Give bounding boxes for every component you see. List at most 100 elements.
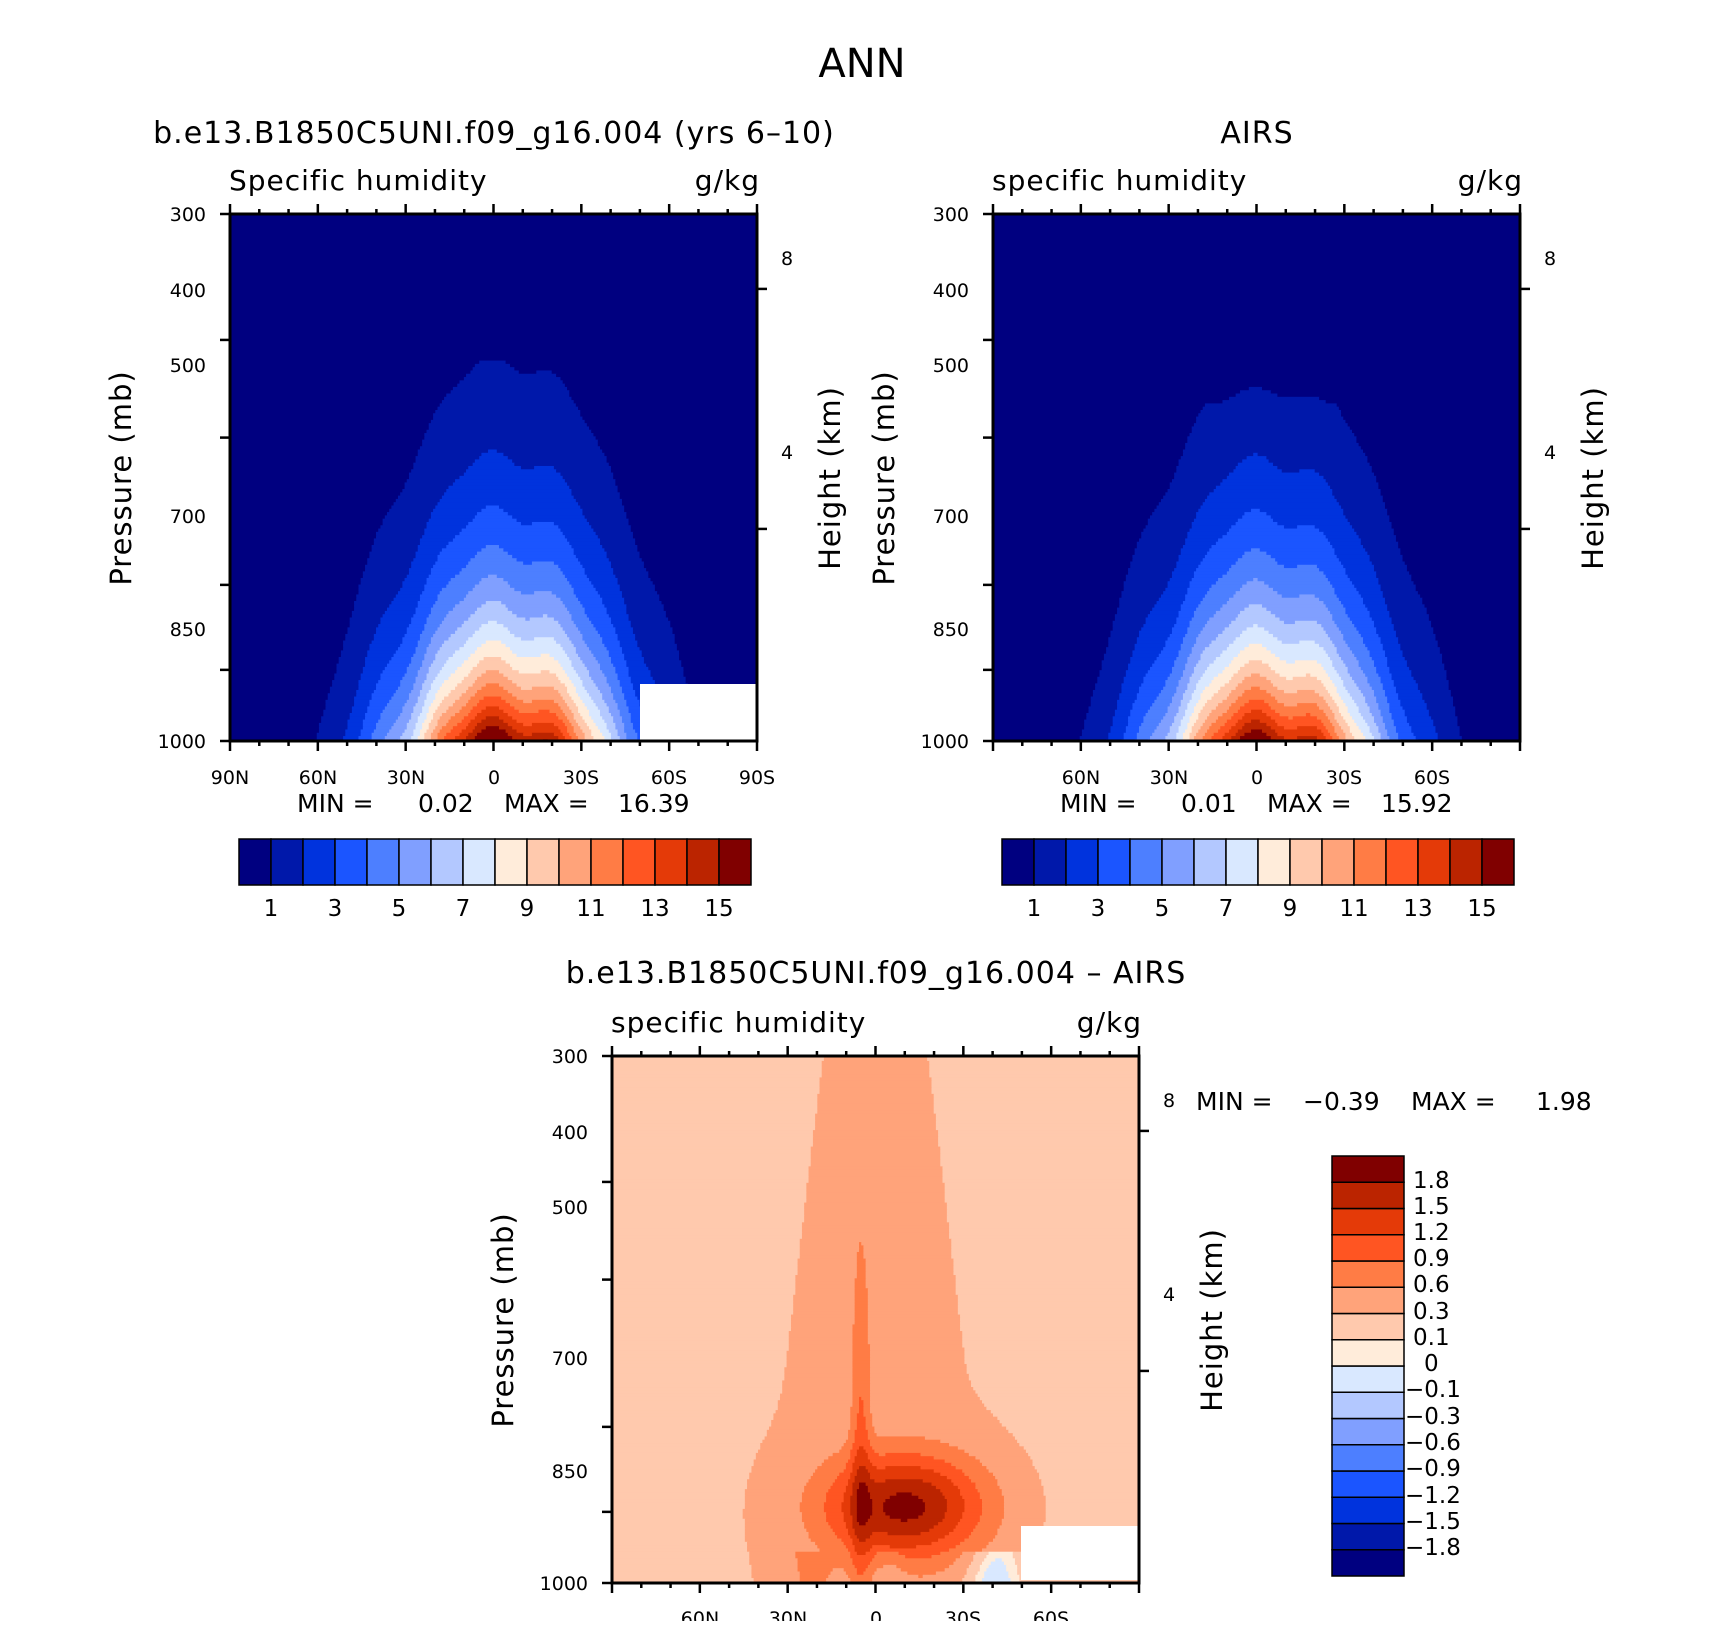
contour-band bbox=[957, 1301, 1140, 1306]
contour-band bbox=[430, 571, 461, 576]
contour-band bbox=[621, 647, 641, 652]
contour-band bbox=[461, 528, 562, 533]
contour-band bbox=[230, 706, 327, 711]
contour-band bbox=[402, 676, 417, 681]
contour-band bbox=[1387, 660, 1408, 665]
contour-band bbox=[918, 1574, 924, 1579]
contour-band bbox=[788, 1347, 854, 1352]
contour-band bbox=[612, 1479, 748, 1484]
contour-band bbox=[230, 370, 472, 375]
contour-band bbox=[968, 1564, 981, 1569]
contour-band bbox=[580, 676, 592, 681]
contour-band bbox=[230, 637, 346, 642]
contour-band bbox=[815, 1113, 937, 1118]
contour-band bbox=[1336, 732, 1347, 737]
contour-band bbox=[1363, 670, 1377, 675]
contour-band bbox=[1095, 686, 1123, 691]
contour-band bbox=[1237, 719, 1252, 724]
contour-band bbox=[1191, 726, 1202, 731]
contour-band bbox=[1316, 736, 1327, 740]
colorbar-label: 13 bbox=[640, 896, 669, 922]
contour-band bbox=[1229, 396, 1320, 401]
contour-band bbox=[643, 657, 680, 661]
contour-band bbox=[931, 1482, 955, 1487]
contour-band bbox=[1209, 663, 1230, 668]
colorbar-swatch bbox=[1331, 1339, 1405, 1367]
contour-band bbox=[230, 462, 414, 467]
contour-band bbox=[606, 703, 619, 708]
contour-band bbox=[1314, 689, 1329, 694]
contour-band bbox=[953, 1528, 974, 1533]
contour-band bbox=[230, 225, 758, 230]
contour-band bbox=[632, 535, 758, 540]
contour-band bbox=[1413, 732, 1439, 737]
contour-band bbox=[400, 643, 419, 648]
contour-band bbox=[1226, 571, 1325, 576]
contour-band bbox=[417, 696, 428, 701]
contour-band bbox=[406, 479, 456, 484]
contour-band bbox=[612, 1370, 785, 1375]
contour-band bbox=[993, 696, 1092, 701]
colorbar-swatch bbox=[1331, 1391, 1405, 1420]
contour-band bbox=[380, 525, 428, 530]
contour-band bbox=[639, 554, 758, 559]
contour-band bbox=[870, 1475, 948, 1480]
contour-band bbox=[584, 571, 614, 576]
contour-band bbox=[503, 719, 518, 724]
contour-band bbox=[1332, 640, 1347, 645]
contour-band bbox=[940, 1146, 1140, 1151]
contour-band bbox=[870, 1354, 966, 1358]
contour-band bbox=[1332, 614, 1349, 619]
contour-band bbox=[993, 531, 1142, 536]
contour-band bbox=[852, 1373, 871, 1378]
contour-band bbox=[457, 666, 474, 671]
contour-band bbox=[821, 1064, 930, 1069]
contour-band bbox=[865, 1261, 955, 1266]
contour-band bbox=[865, 1522, 939, 1526]
contour-band bbox=[753, 1578, 801, 1582]
contour-band bbox=[1003, 1561, 1016, 1566]
contour-band bbox=[424, 703, 432, 708]
contour-band bbox=[854, 1291, 869, 1296]
contour-band bbox=[1185, 538, 1219, 543]
colorbar-label: 9 bbox=[520, 896, 535, 922]
contour-band bbox=[1376, 571, 1410, 576]
contour-band bbox=[1437, 736, 1463, 740]
contour-band bbox=[1189, 699, 1199, 704]
contour-band bbox=[1196, 419, 1347, 424]
contour-band bbox=[799, 1248, 860, 1253]
contour-band bbox=[606, 610, 627, 615]
contour-band bbox=[751, 1571, 801, 1576]
panel-airs: AIRS specific humidity g/kg 300 400 500 … bbox=[867, 116, 1610, 922]
contour-band bbox=[663, 607, 758, 612]
contour-band bbox=[1341, 726, 1351, 731]
contour-band bbox=[986, 1406, 1140, 1411]
contour-band bbox=[426, 620, 443, 625]
contour-band bbox=[575, 498, 623, 503]
contour-band bbox=[1283, 726, 1298, 731]
contour-band bbox=[549, 709, 564, 714]
contour-band bbox=[1189, 732, 1197, 737]
contour-band bbox=[562, 380, 758, 385]
contour-band bbox=[626, 604, 665, 609]
contour-band bbox=[1365, 699, 1377, 704]
contour-band bbox=[1367, 551, 1401, 556]
contour-band bbox=[560, 597, 579, 602]
contour-band bbox=[1389, 518, 1521, 523]
contour-band bbox=[1455, 706, 1521, 711]
contour-band bbox=[826, 1512, 845, 1517]
contour-band bbox=[993, 561, 1131, 566]
contour-band bbox=[230, 452, 419, 457]
contour-band bbox=[1174, 693, 1184, 698]
contour-band bbox=[1305, 713, 1311, 717]
contour-band bbox=[1193, 722, 1204, 727]
contour-band bbox=[782, 1387, 854, 1391]
contour-band bbox=[1384, 650, 1404, 655]
contour-band bbox=[404, 577, 428, 582]
contour-band bbox=[617, 581, 654, 586]
contour-band bbox=[1134, 699, 1155, 704]
contour-band bbox=[1270, 554, 1338, 559]
contour-band bbox=[1325, 479, 1377, 484]
contour-band bbox=[1231, 736, 1241, 740]
contour-band bbox=[749, 1561, 799, 1566]
